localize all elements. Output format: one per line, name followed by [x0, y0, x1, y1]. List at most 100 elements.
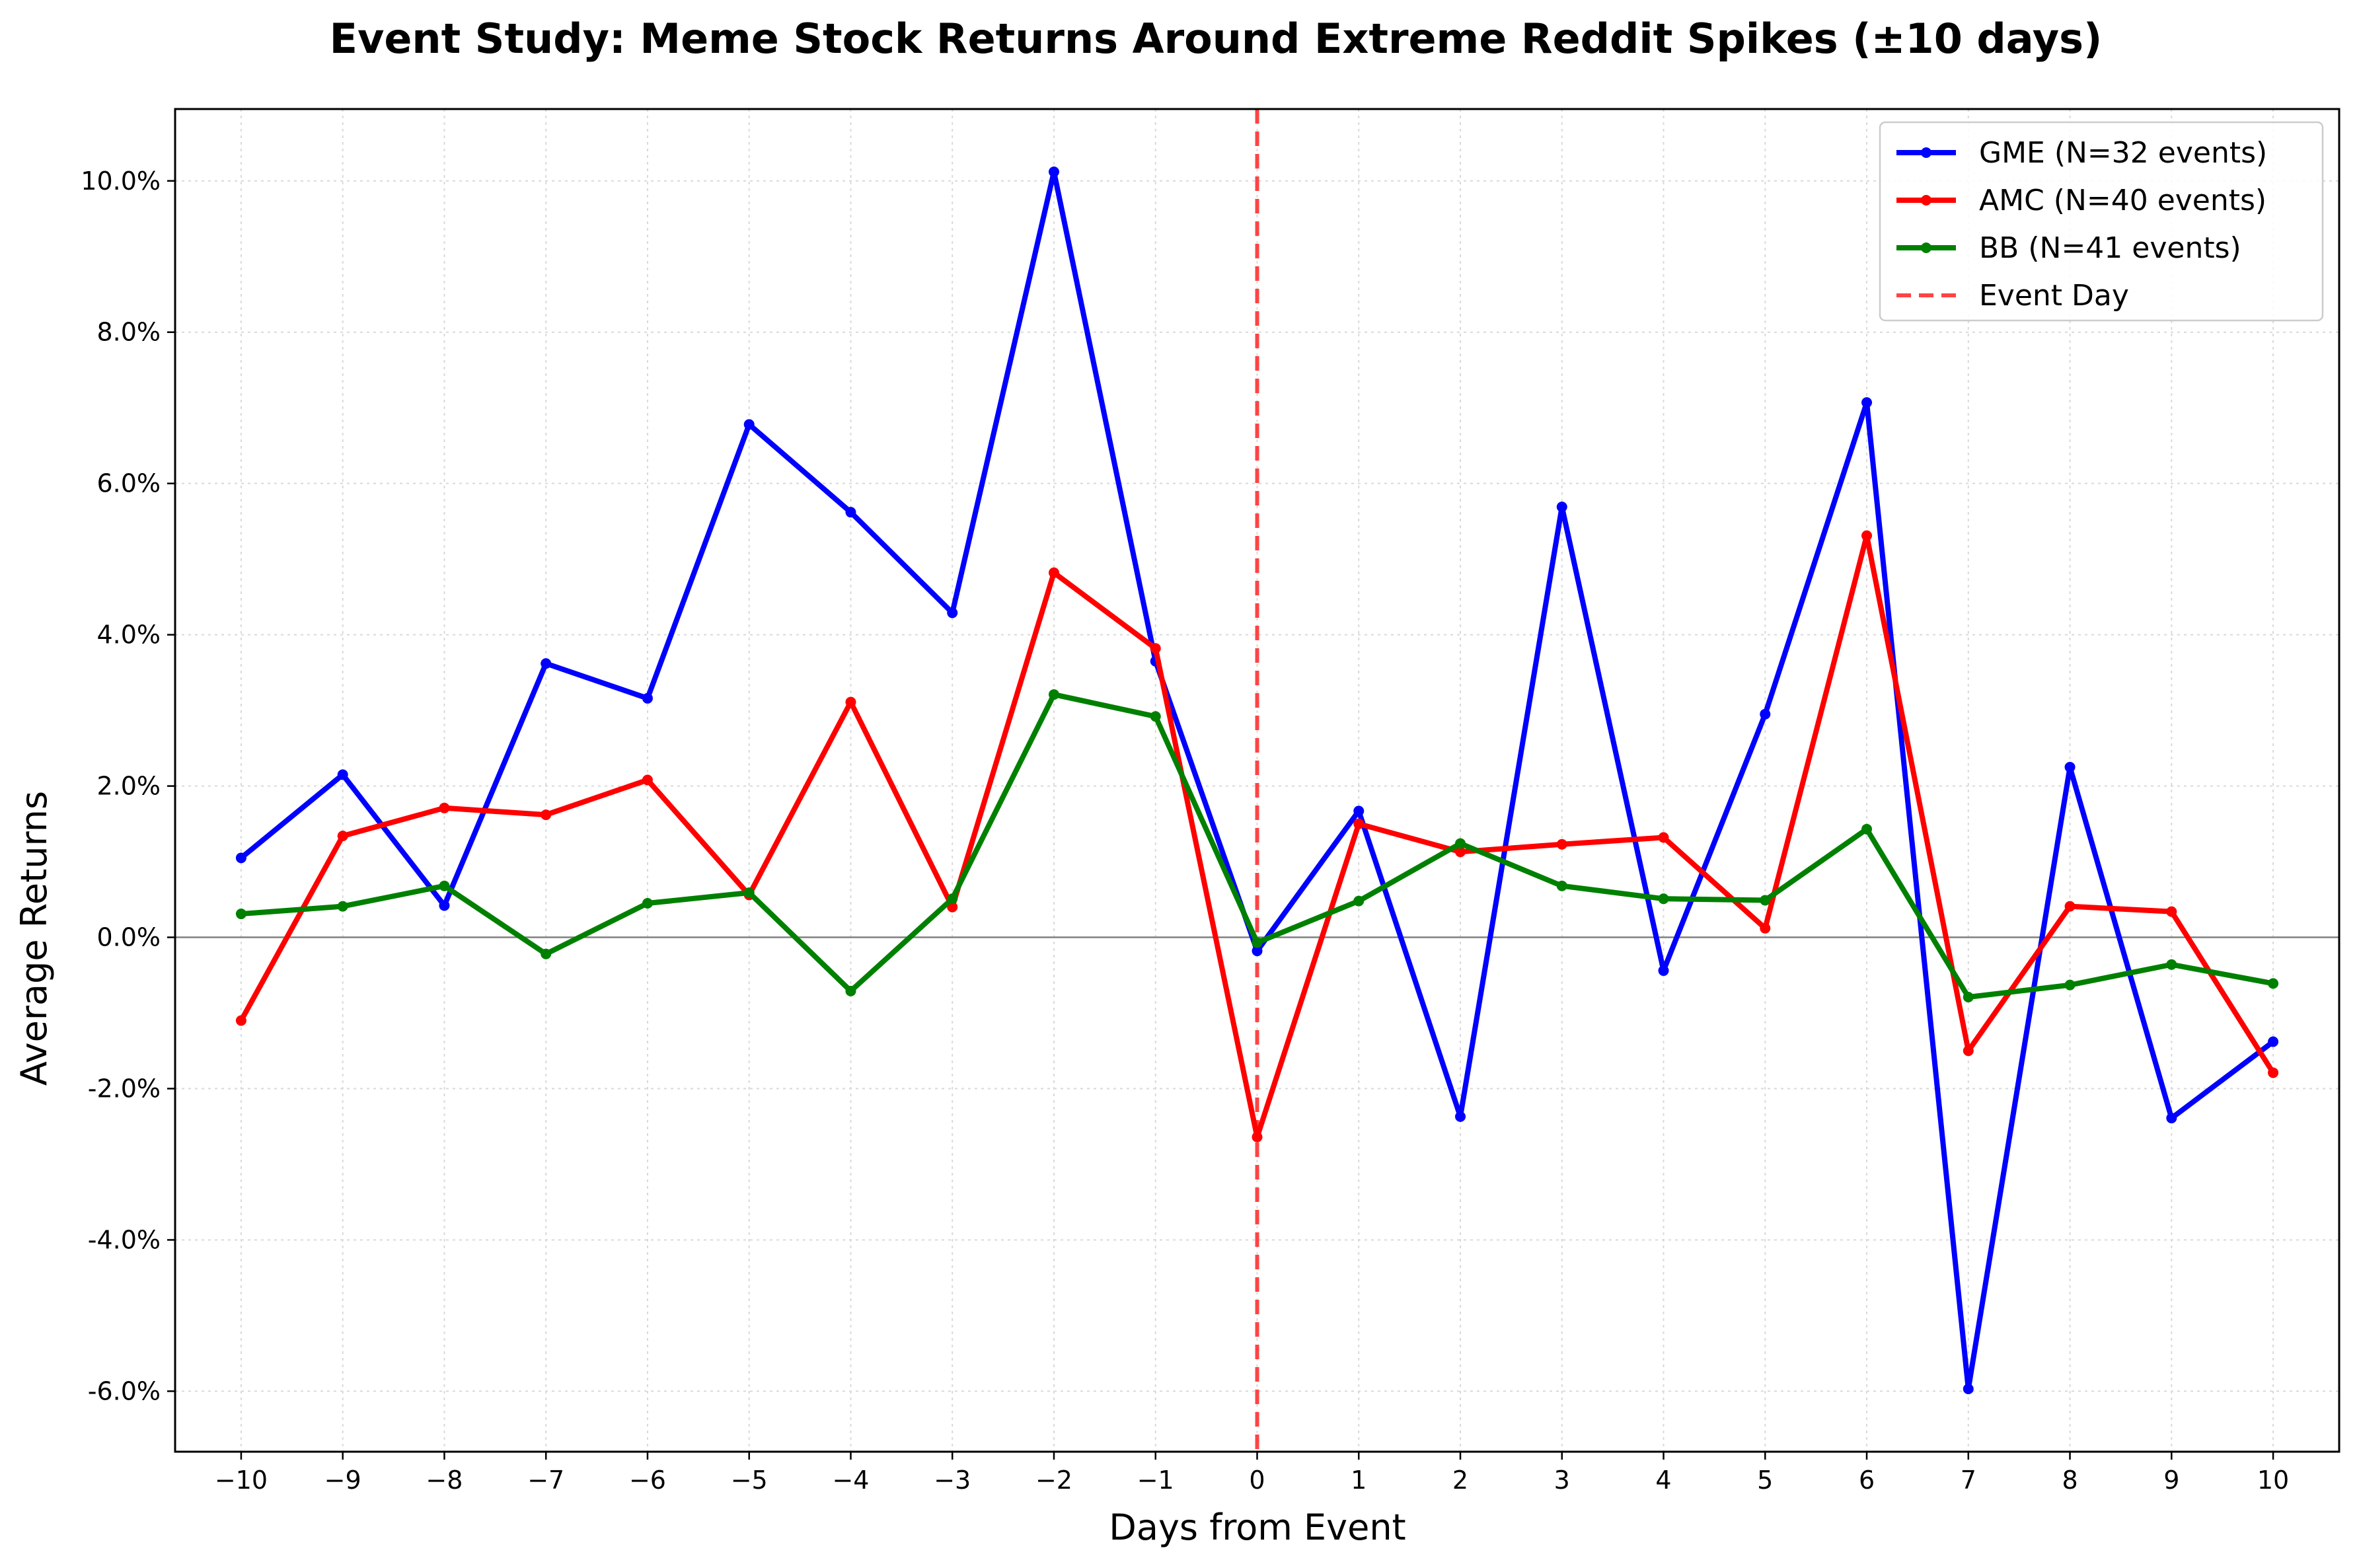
- legend-box: [1879, 121, 2324, 322]
- data-point: [642, 898, 653, 909]
- data-point: [947, 607, 958, 618]
- x-tick-label: 10: [2257, 1466, 2289, 1495]
- data-point: [2064, 979, 2076, 990]
- data-point: [1760, 708, 1771, 720]
- x-tick-label: −2: [1035, 1466, 1072, 1495]
- data-point: [337, 901, 348, 912]
- data-point: [1658, 965, 1669, 976]
- data-point: [541, 658, 552, 669]
- data-point: [1353, 818, 1365, 829]
- legend-marker: [1921, 243, 1931, 253]
- y-tick-label: -6.0%: [88, 1376, 161, 1405]
- data-point: [642, 774, 653, 786]
- x-tick-label: −9: [324, 1466, 361, 1495]
- data-point: [845, 507, 856, 518]
- legend-label: Event Day: [1979, 279, 2129, 313]
- data-point: [1963, 991, 1974, 1002]
- data-point: [1861, 397, 1873, 408]
- data-point: [642, 692, 653, 704]
- data-point: [439, 802, 450, 813]
- x-tick-label: −6: [629, 1466, 666, 1495]
- data-point: [541, 809, 552, 821]
- y-tick-label: 4.0%: [96, 620, 161, 650]
- x-axis-label: Days from Event: [1109, 1507, 1405, 1548]
- data-point: [1963, 1045, 1974, 1057]
- data-point: [235, 909, 246, 920]
- data-point: [439, 880, 450, 891]
- x-tick-label: 9: [2163, 1466, 2179, 1495]
- x-tick-label: 6: [1859, 1466, 1875, 1495]
- data-point: [337, 831, 348, 842]
- data-point: [1556, 502, 1567, 513]
- grid-layer: [175, 109, 2339, 1452]
- series-layer: [235, 167, 2279, 1394]
- y-tick-label: -2.0%: [88, 1074, 161, 1103]
- y-tick-label: -4.0%: [88, 1225, 161, 1254]
- x-tick-label: 2: [1452, 1466, 1468, 1495]
- data-point: [1455, 846, 1466, 858]
- data-point: [743, 887, 755, 899]
- data-point: [439, 900, 450, 911]
- y-tick-label: 8.0%: [96, 318, 161, 347]
- data-point: [1658, 893, 1669, 905]
- y-tick-label: 2.0%: [96, 772, 161, 801]
- data-point: [2064, 901, 2076, 912]
- data-point: [1048, 689, 1059, 700]
- legend-marker: [1921, 195, 1931, 205]
- x-tick-label: −5: [731, 1466, 768, 1495]
- legend-marker: [1921, 147, 1931, 158]
- data-point: [1455, 838, 1466, 849]
- data-point: [2268, 1067, 2279, 1078]
- series-gme: [235, 167, 2279, 1394]
- data-point: [1861, 823, 1873, 835]
- x-tick-label: −1: [1137, 1466, 1174, 1495]
- x-tick-label: 1: [1351, 1466, 1367, 1495]
- data-point: [2166, 1113, 2177, 1124]
- data-point: [541, 948, 552, 959]
- y-axis-ticks: -6.0% -4.0% -2.0% 0.0% 2.0% 4.0% 6.0% 8.0% 10.0%: [81, 167, 175, 1405]
- x-tick-label: 5: [1757, 1466, 1773, 1495]
- data-point: [2064, 761, 2076, 772]
- data-point: [235, 1015, 246, 1026]
- data-point: [2268, 978, 2279, 989]
- data-point: [1556, 880, 1567, 891]
- legend: GME (N=32 events) AMC (N=40 events) BB (N=…: [1879, 121, 2324, 322]
- data-point: [1760, 922, 1771, 934]
- data-point: [1963, 1383, 1974, 1394]
- data-point: [947, 893, 958, 905]
- data-point: [1252, 946, 1263, 957]
- data-point: [1861, 530, 1873, 541]
- x-tick-label: 3: [1554, 1466, 1570, 1495]
- data-point: [845, 696, 856, 708]
- data-point: [1353, 895, 1365, 907]
- data-point: [2166, 959, 2177, 970]
- data-point: [1048, 567, 1059, 578]
- legend-item: BB (N=41 events): [1896, 231, 2241, 265]
- x-tick-label: −8: [426, 1466, 463, 1495]
- legend-label: GME (N=32 events): [1979, 136, 2267, 170]
- data-point: [1048, 167, 1059, 178]
- data-point: [1150, 711, 1161, 722]
- x-tick-label: 8: [2062, 1466, 2078, 1495]
- data-point: [1252, 937, 1263, 948]
- data-point: [1150, 643, 1161, 654]
- x-tick-label: −3: [934, 1466, 971, 1495]
- legend-item: GME (N=32 events): [1896, 136, 2267, 170]
- x-tick-label: 0: [1249, 1466, 1265, 1495]
- y-tick-label: 6.0%: [96, 469, 161, 498]
- y-axis-label: Average Returns: [13, 791, 55, 1086]
- x-tick-label: 7: [1961, 1466, 1976, 1495]
- legend-label: BB (N=41 events): [1979, 231, 2241, 265]
- x-axis-ticks: −10 −9 −8 −7 −6 −5 −4 −3 −2 −1 0 1 2 3 4 5 6 7 8 9 10: [215, 1452, 2289, 1495]
- legend-label: AMC (N=40 events): [1979, 184, 2266, 217]
- data-point: [845, 985, 856, 996]
- data-point: [1353, 805, 1365, 817]
- x-tick-label: −7: [527, 1466, 564, 1495]
- data-point: [1556, 839, 1567, 850]
- y-tick-label: 0.0%: [96, 923, 161, 952]
- data-point: [1455, 1111, 1466, 1122]
- data-point: [235, 852, 246, 864]
- data-point: [2268, 1036, 2279, 1047]
